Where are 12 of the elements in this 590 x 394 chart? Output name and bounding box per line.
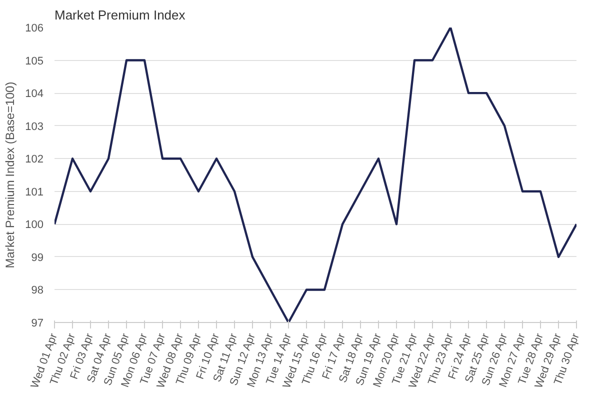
y-tick-label: 106: [25, 22, 44, 34]
y-tick-label: 98: [31, 284, 44, 297]
y-tick-label: 100: [25, 219, 44, 232]
y-tick-label: 104: [25, 88, 44, 100]
y-tick-label: 105: [25, 55, 44, 68]
chart-title: Market Premium Index: [54, 8, 186, 22]
y-axis-title: Market Premium Index (Base=100): [3, 82, 18, 268]
y-tick-label: 99: [31, 252, 44, 264]
y-tick-label: 102: [25, 154, 44, 166]
y-tick-label: 97: [31, 318, 44, 330]
y-tick-label: 101: [25, 186, 44, 198]
y-tick-label: 103: [25, 120, 44, 133]
